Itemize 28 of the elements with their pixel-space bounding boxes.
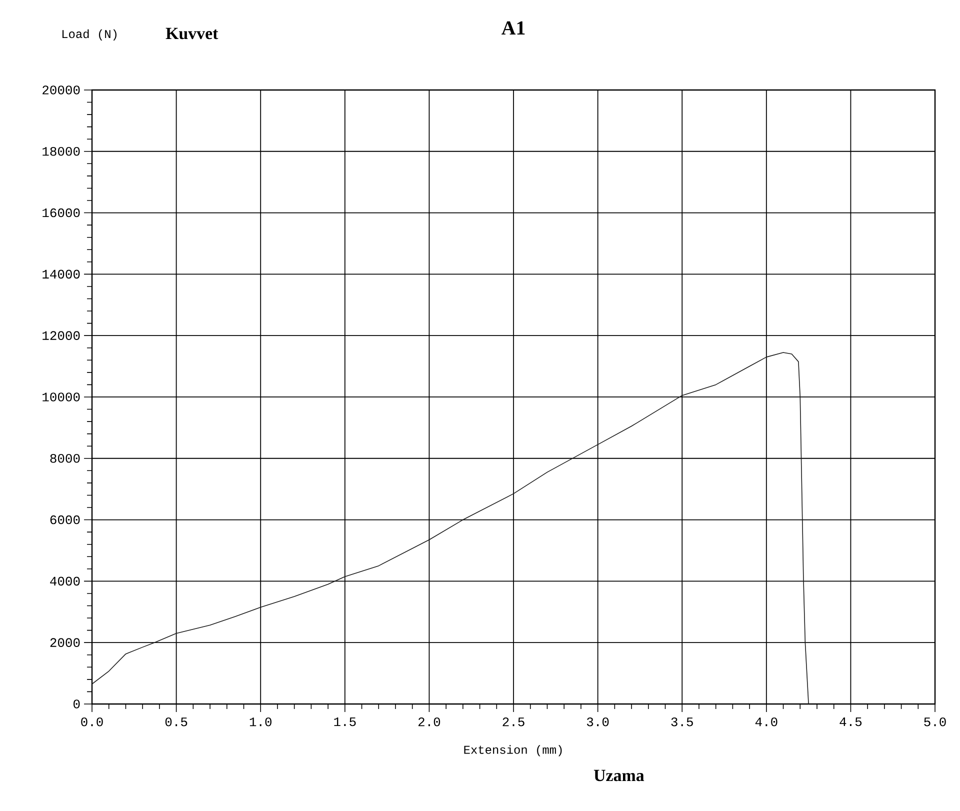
text: Kuvvet (166, 28, 218, 40)
y-tick-label: 0 (74, 700, 80, 708)
y-tick-label: 12000 (42, 331, 80, 340)
y-tick-label: 10000 (42, 392, 80, 402)
x-tick-label: 2.5 (502, 717, 524, 726)
x-tick-label: 2.0 (418, 717, 440, 726)
y-tick-label: 20000 (42, 86, 80, 94)
x-tick-label: 4.0 (755, 717, 778, 726)
y-tick-label: 6000 (50, 515, 80, 524)
y-tick-label: 4000 (50, 576, 80, 586)
chart-title: A1 (502, 21, 525, 34)
y-tick-label: 2000 (50, 638, 80, 647)
y-tick-label: 18000 (42, 146, 80, 156)
x-tick-label: 5.0 (924, 717, 946, 726)
x-tick-label: 1.5 (334, 717, 356, 726)
y-tick-label: 14000 (42, 270, 80, 279)
x-tick-label: 3.0 (586, 717, 609, 726)
x-tick-label: 1.0 (250, 717, 272, 726)
y-tick-label: 8000 (50, 454, 80, 463)
y-axis-title: Load (N) (62, 29, 116, 40)
line-series (92, 352, 809, 704)
x-tick-label: 4.5 (840, 717, 862, 726)
x-tick-label: 3.5 (671, 717, 693, 726)
x-tick-label: 0.0 (81, 717, 103, 726)
x-tick-label: 0.5 (165, 717, 188, 726)
y-tick-label: 16000 (42, 208, 80, 218)
x-axis-title: Extension (mm) (464, 745, 562, 756)
text: Uzama (594, 770, 644, 782)
